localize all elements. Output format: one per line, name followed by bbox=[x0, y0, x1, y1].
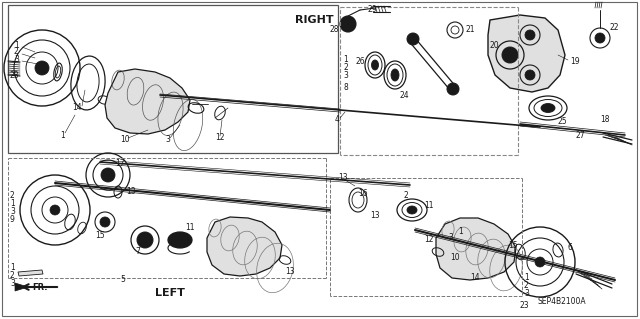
Text: 23: 23 bbox=[520, 300, 530, 309]
Circle shape bbox=[525, 70, 535, 80]
Text: 3: 3 bbox=[448, 234, 453, 242]
Text: 11: 11 bbox=[185, 224, 195, 233]
Text: 18: 18 bbox=[600, 115, 609, 124]
Text: 13: 13 bbox=[370, 211, 380, 220]
Circle shape bbox=[535, 257, 545, 267]
Circle shape bbox=[407, 33, 419, 45]
Text: 2: 2 bbox=[10, 190, 15, 199]
Text: 15: 15 bbox=[508, 241, 518, 249]
Text: 17: 17 bbox=[115, 160, 125, 168]
Polygon shape bbox=[436, 218, 516, 280]
Text: 1: 1 bbox=[343, 56, 348, 64]
Text: LEFT: LEFT bbox=[155, 288, 185, 298]
Text: 2: 2 bbox=[10, 271, 15, 279]
Text: 3: 3 bbox=[10, 206, 15, 216]
Text: 16: 16 bbox=[358, 189, 367, 198]
Polygon shape bbox=[105, 69, 190, 134]
Text: 25: 25 bbox=[558, 117, 568, 127]
Text: 22: 22 bbox=[610, 24, 620, 33]
Text: 1: 1 bbox=[10, 198, 15, 207]
Text: 26: 26 bbox=[355, 57, 365, 66]
Text: 24: 24 bbox=[400, 91, 410, 100]
Ellipse shape bbox=[407, 206, 417, 214]
Circle shape bbox=[100, 217, 110, 227]
Text: 10: 10 bbox=[450, 254, 460, 263]
Polygon shape bbox=[488, 15, 565, 92]
Text: 3: 3 bbox=[10, 278, 15, 287]
Text: 10: 10 bbox=[120, 136, 130, 145]
Text: 11: 11 bbox=[424, 201, 433, 210]
Ellipse shape bbox=[371, 60, 378, 70]
Text: 3: 3 bbox=[165, 136, 170, 145]
Text: 19: 19 bbox=[570, 57, 580, 66]
Circle shape bbox=[340, 16, 356, 32]
Circle shape bbox=[50, 205, 60, 215]
Circle shape bbox=[447, 83, 459, 95]
Text: 9: 9 bbox=[10, 216, 15, 225]
Circle shape bbox=[595, 33, 605, 43]
Text: 27: 27 bbox=[575, 130, 584, 139]
Text: 13: 13 bbox=[285, 268, 294, 277]
Text: 8: 8 bbox=[343, 84, 348, 93]
Text: 1: 1 bbox=[60, 130, 65, 139]
Ellipse shape bbox=[391, 69, 399, 81]
Text: 2: 2 bbox=[14, 48, 19, 56]
Text: 15: 15 bbox=[95, 231, 104, 240]
Text: 28: 28 bbox=[330, 26, 339, 34]
Text: 6: 6 bbox=[568, 243, 573, 253]
Text: 20: 20 bbox=[490, 41, 500, 49]
Text: RIGHT: RIGHT bbox=[295, 15, 333, 25]
Circle shape bbox=[35, 61, 49, 75]
Text: 4: 4 bbox=[335, 115, 340, 124]
Polygon shape bbox=[207, 217, 282, 276]
Circle shape bbox=[502, 47, 518, 63]
Text: 2: 2 bbox=[343, 63, 348, 72]
Text: SEP4B2100A: SEP4B2100A bbox=[537, 298, 586, 307]
Text: 2: 2 bbox=[404, 191, 409, 201]
Text: 13: 13 bbox=[338, 174, 348, 182]
Text: 1: 1 bbox=[14, 41, 19, 49]
Text: 23: 23 bbox=[10, 70, 20, 79]
Text: 1: 1 bbox=[458, 227, 463, 236]
Text: 3: 3 bbox=[343, 71, 348, 80]
Text: 3: 3 bbox=[14, 55, 19, 63]
Text: 21: 21 bbox=[465, 26, 474, 34]
Text: 5: 5 bbox=[120, 276, 125, 285]
Ellipse shape bbox=[168, 232, 192, 248]
Text: 7: 7 bbox=[135, 248, 140, 256]
Circle shape bbox=[101, 168, 115, 182]
Text: 3: 3 bbox=[524, 290, 529, 299]
Text: 1: 1 bbox=[10, 263, 15, 271]
Text: 14: 14 bbox=[72, 103, 82, 113]
Text: 29: 29 bbox=[368, 4, 378, 13]
Text: 14: 14 bbox=[470, 273, 479, 283]
Text: 13: 13 bbox=[126, 188, 136, 197]
Bar bbox=[8, 5, 338, 153]
Text: 12: 12 bbox=[424, 235, 433, 244]
Text: FR.: FR. bbox=[32, 283, 47, 292]
Text: 2: 2 bbox=[524, 281, 529, 291]
Ellipse shape bbox=[541, 103, 555, 113]
Text: 12: 12 bbox=[215, 133, 225, 143]
Polygon shape bbox=[18, 270, 43, 276]
Circle shape bbox=[137, 232, 153, 248]
Text: 1: 1 bbox=[524, 273, 529, 283]
Polygon shape bbox=[15, 283, 28, 291]
Circle shape bbox=[525, 30, 535, 40]
